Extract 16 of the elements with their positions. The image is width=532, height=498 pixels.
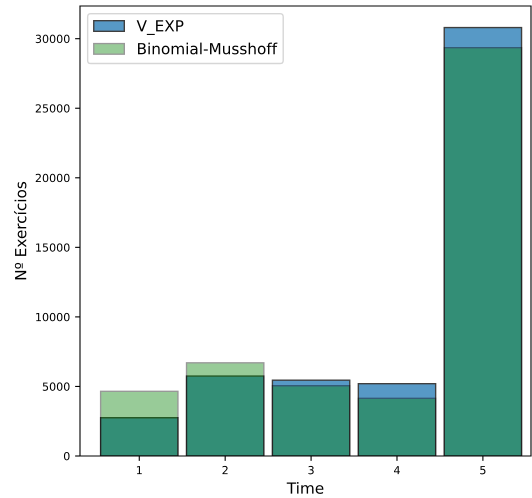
x-tick-label: 3 xyxy=(308,466,314,474)
x-tick-label: 4 xyxy=(394,466,400,474)
y-tick-label: 15000 xyxy=(36,243,70,252)
y-axis-title: Nº Exercícios xyxy=(14,182,26,280)
y-tick-label: 5000 xyxy=(42,382,70,391)
x-axis-title: Time xyxy=(286,482,324,494)
legend-label: Binomial-Musshoff xyxy=(138,42,278,54)
x-tick-label: 5 xyxy=(480,466,486,474)
y-tick-label: 0 xyxy=(64,452,70,460)
y-tick-label: 30000 xyxy=(36,34,70,44)
y-tick-label: 10000 xyxy=(36,312,70,322)
y-tick-label: 25000 xyxy=(36,104,70,113)
legend-label: V_EXP xyxy=(136,20,184,35)
x-tick-label: 2 xyxy=(222,466,228,474)
y-tick-label: 20000 xyxy=(36,174,70,182)
x-tick-label: 1 xyxy=(136,466,142,474)
